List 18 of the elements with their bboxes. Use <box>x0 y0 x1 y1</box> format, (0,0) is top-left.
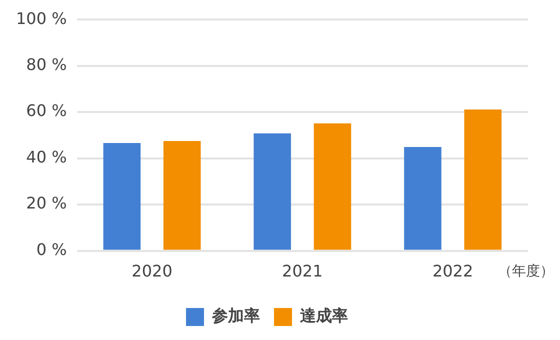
x-tick-label: 2021 <box>282 262 323 281</box>
bar <box>254 133 291 250</box>
legend-label: 達成率 <box>300 306 348 326</box>
bar <box>314 123 352 250</box>
x-tick-label: 2022 <box>432 262 474 281</box>
x-axis-title: （年度） <box>498 263 554 280</box>
x-tick-label: 2020 <box>132 262 172 281</box>
y-tick-label: 60 % <box>26 101 67 120</box>
bar <box>464 110 502 250</box>
bar <box>103 143 141 250</box>
bar <box>404 146 442 250</box>
y-tick-label: 20 % <box>26 194 67 213</box>
y-tick-label: 0 % <box>36 240 67 259</box>
legend-label: 参加率 <box>211 306 260 326</box>
y-tick-label: 80 % <box>26 54 67 74</box>
y-tick-label: 40 % <box>26 147 67 166</box>
y-tick-label: 100 % <box>16 8 67 28</box>
bar <box>163 140 201 250</box>
